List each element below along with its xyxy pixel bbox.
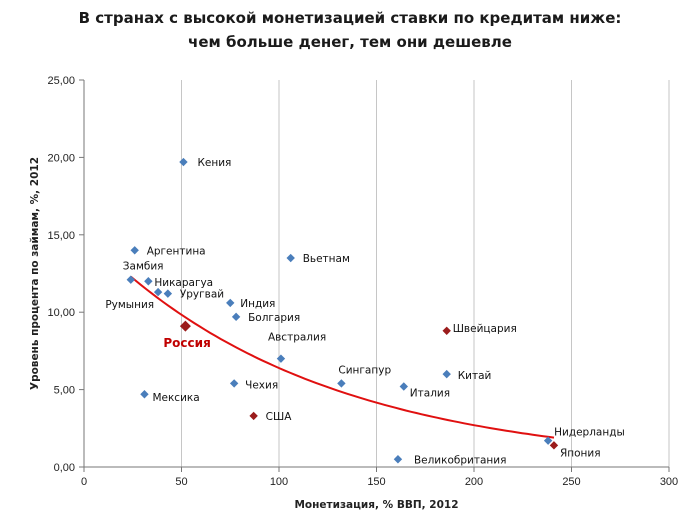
- point-label: Китай: [458, 370, 492, 382]
- x-axis-label: Монетизация, % ВВП, 2012: [294, 499, 458, 511]
- data-point: [399, 382, 408, 391]
- point-label: Мексика: [152, 392, 199, 404]
- y-tick-label: 25,00: [47, 75, 75, 87]
- point-label: Чехия: [245, 379, 278, 391]
- data-point: [179, 157, 188, 167]
- trendline: [130, 275, 555, 439]
- chart-title-line-1: В странах с высокой монетизацией ставки …: [78, 9, 622, 27]
- data-point: [442, 369, 451, 379]
- y-tick-label: 5,00: [54, 385, 75, 397]
- data-point: [549, 441, 559, 450]
- data-point: [286, 253, 295, 263]
- chart-title: В странах с высокой монетизацией ставки …: [0, 6, 700, 54]
- point-label: Замбия: [123, 261, 164, 273]
- point-label: Аргентина: [147, 245, 206, 257]
- x-tick-label: 150: [367, 476, 385, 488]
- data-point: [130, 246, 139, 255]
- point-label: Индия: [240, 298, 275, 310]
- axes: 0 50 100 150 200 250 300 0,00 5,00 10,00 15,00 20,0…: [47, 75, 678, 488]
- y-axis-label: Уровень процента по займам, %, 2012: [29, 157, 41, 390]
- x-tick-label: 0: [81, 476, 87, 488]
- data-point: [229, 379, 239, 388]
- point-label: Кения: [197, 157, 231, 169]
- data-point: [153, 287, 163, 297]
- point-label: Сингапур: [338, 364, 391, 376]
- chart-title-line-2: чем больше денег, тем они дешевле: [188, 33, 512, 51]
- data-point: [163, 289, 173, 298]
- y-tick-label: 0,00: [54, 462, 75, 474]
- x-tick-label: 200: [465, 476, 483, 488]
- point-labels: Кения Аргентина Вьетнам Замбия НикарагуаУруг…: [105, 157, 624, 466]
- y-tick-label: 10,00: [47, 307, 75, 319]
- point-label: Италия: [410, 388, 450, 400]
- point-label: Австралия: [268, 332, 326, 344]
- point-label: Великобритания: [414, 454, 507, 466]
- point-label: Никарагуа: [154, 277, 213, 289]
- x-tick-label: 50: [175, 476, 187, 488]
- point-label: Россия: [163, 336, 210, 350]
- point-label: Швейцария: [453, 323, 517, 335]
- y-tick-label: 20,00: [47, 152, 75, 164]
- data-point: [249, 411, 258, 421]
- data-point: [231, 312, 241, 322]
- data-point: [393, 455, 403, 464]
- data-point: [140, 390, 149, 399]
- data-point: [442, 326, 451, 335]
- grid: [181, 80, 670, 467]
- point-label: Япония: [560, 447, 601, 459]
- point-label: Нидерланды: [554, 427, 625, 439]
- point-label: Болгария: [248, 312, 300, 324]
- data-point: [337, 379, 346, 388]
- data-point: [144, 277, 153, 286]
- point-label: Румыния: [105, 299, 154, 311]
- data-point: [179, 320, 191, 332]
- data-point: [543, 436, 553, 445]
- x-tick-label: 300: [660, 476, 678, 488]
- data-point: [126, 275, 135, 284]
- point-label: Уругвай: [180, 289, 224, 301]
- x-tick-label: 100: [270, 476, 288, 488]
- x-tick-label: 250: [562, 476, 580, 488]
- point-label: Вьетнам: [303, 253, 350, 265]
- data-point: [226, 298, 235, 308]
- trend-curve: [130, 275, 555, 439]
- y-tick-label: 15,00: [47, 230, 75, 242]
- data-point: [276, 354, 286, 363]
- point-label: США: [266, 411, 293, 423]
- data-points: [126, 157, 559, 464]
